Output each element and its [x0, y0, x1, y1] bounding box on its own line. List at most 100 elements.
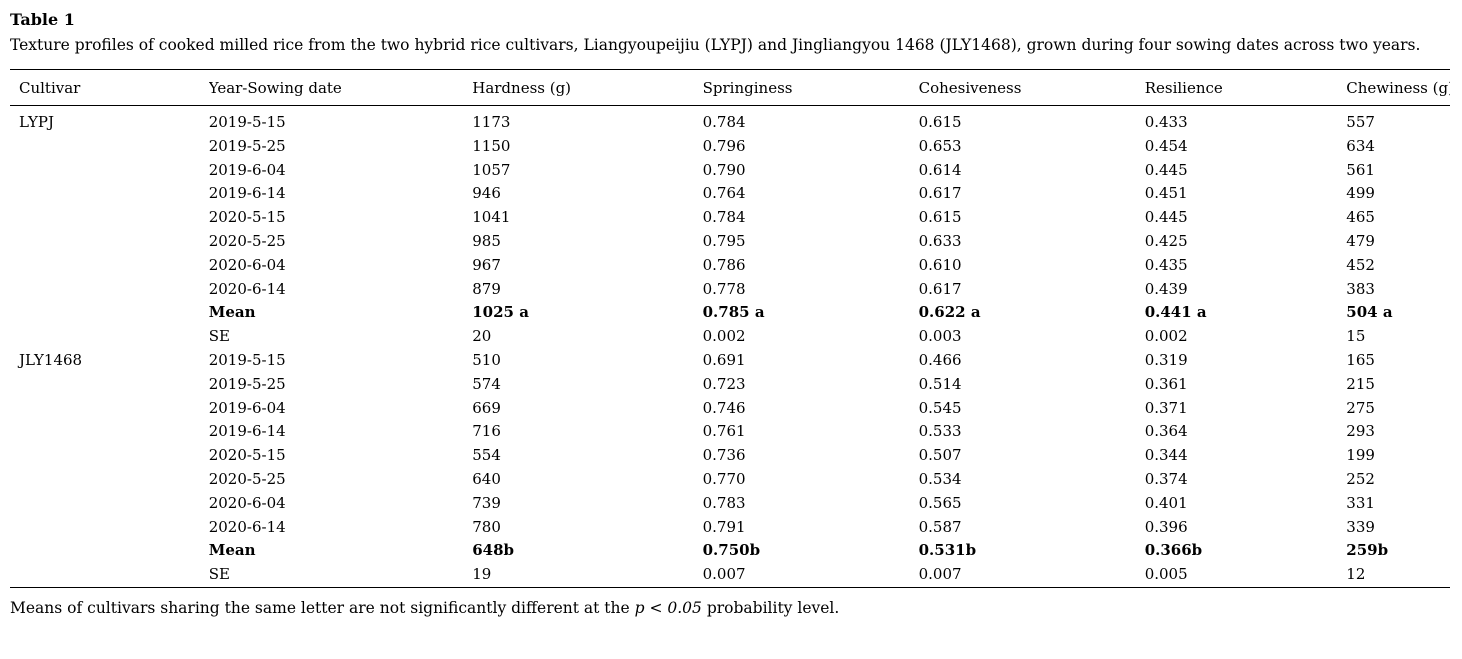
table-row: 2020-5-15 1041 0.784 0.615 0.445 465	[10, 206, 1450, 230]
table-cell: 554	[472, 446, 501, 465]
table-row: 2019-5-25 574 0.723 0.514 0.361 215	[10, 373, 1450, 397]
table-cell: 0.778	[702, 279, 746, 298]
table-cell: 2020-5-25	[208, 231, 286, 250]
table-cell	[10, 254, 209, 278]
table-cell: 985	[472, 231, 501, 250]
table-cell: 0.587	[918, 517, 962, 536]
table-cell: 0.565	[918, 493, 962, 512]
table-cell: 2020-5-15	[208, 208, 286, 227]
table-cell: 0.764	[702, 184, 746, 203]
table-cell: 1041	[472, 208, 511, 227]
table-cell: 293	[1346, 422, 1375, 441]
table-cell: 0.534	[918, 469, 962, 488]
table-cell: 452	[1346, 255, 1375, 274]
table-cell: 0.005	[1144, 565, 1188, 584]
footnote-text-pre: Means of cultivars sharing the same lett…	[10, 598, 635, 617]
table-cell	[10, 278, 209, 302]
table-cell	[10, 516, 209, 540]
table-cell: 2019-6-04	[208, 160, 286, 179]
table-cell: 510	[472, 350, 501, 369]
table-cell: Mean	[208, 541, 256, 560]
table-caption: Texture profiles of cooked milled rice f…	[10, 36, 1421, 54]
table-row: LYPJ 2019-5-15 1173 0.784 0.615 0.433 557	[10, 106, 1450, 135]
table-cell: 2019-5-25	[208, 374, 286, 393]
table-cell: 2020-5-25	[208, 469, 286, 488]
table-row: 2020-5-25 640 0.770 0.534 0.374 252	[10, 468, 1450, 492]
table-cell: 2020-5-15	[208, 446, 286, 465]
table-cell	[10, 135, 209, 159]
table-cell: 0.795	[702, 231, 746, 250]
table-row: 2019-6-04 1057 0.790 0.614 0.445 561	[10, 159, 1450, 183]
table-cell	[10, 230, 209, 254]
table-cell: 0.723	[702, 374, 746, 393]
table-cell: 0.785 a	[702, 303, 765, 322]
table-cell: 0.344	[1144, 446, 1188, 465]
table-row: 2019-6-14 716 0.761 0.533 0.364 293	[10, 420, 1450, 444]
table-cell: 12	[1346, 565, 1366, 584]
table-cell: 0.796	[702, 136, 746, 155]
table-cell: 383	[1346, 279, 1375, 298]
table-cell: 0.653	[918, 136, 962, 155]
table-cell: 165	[1346, 350, 1375, 369]
table-cell: 0.633	[918, 231, 962, 250]
table-row: 2019-6-14 946 0.764 0.617 0.451 499	[10, 182, 1450, 206]
table-cell: 716	[472, 422, 501, 441]
table-row: SE 20 0.002 0.003 0.002 15	[10, 325, 1450, 349]
table-cell: 0.371	[1144, 398, 1188, 417]
table-cell: 648b	[472, 541, 515, 560]
table-row: 2020-5-15 554 0.736 0.507 0.344 199	[10, 444, 1450, 468]
table-cell: 0.783	[702, 493, 746, 512]
table-cell: 967	[472, 255, 501, 274]
table-row: 2020-6-04 967 0.786 0.610 0.435 452	[10, 254, 1450, 278]
table-cell: 0.615	[918, 208, 962, 227]
table-cell: 2020-6-14	[208, 279, 286, 298]
table-cell: 0.784	[702, 113, 746, 131]
table-row: JLY1468 2019-5-15 510 0.691 0.466 0.319 165	[10, 349, 1450, 373]
table-cell: 0.007	[918, 565, 962, 584]
table-cell: 0.445	[1144, 160, 1188, 179]
table-cell: 199	[1346, 446, 1375, 465]
table-cell: 275	[1346, 398, 1375, 417]
table-cell: 0.425	[1144, 231, 1188, 250]
table-cell: 780	[472, 517, 501, 536]
table-cell: 0.736	[702, 446, 746, 465]
table-cell: 1025 a	[472, 303, 529, 322]
table-cell: 0.746	[702, 398, 746, 417]
table-cell: 0.002	[1144, 327, 1188, 346]
table-cell: 0.401	[1144, 493, 1188, 512]
footnote-p-value: p < 0.05	[634, 598, 702, 617]
table-cell: 2020-6-04	[208, 255, 286, 274]
table-cell: 2019-5-15	[208, 350, 286, 369]
column-header: Chewiness (g)	[1346, 69, 1450, 106]
table-cell: SE	[208, 565, 230, 584]
table-cell	[10, 159, 209, 183]
footnote-text-post: probability level.	[701, 598, 840, 617]
table-label: Table 1	[10, 10, 75, 29]
table-cell: 1173	[472, 113, 511, 131]
column-header: Springiness	[702, 69, 919, 106]
table-cell: 0.622 a	[918, 303, 981, 322]
table-cell: 2019-6-14	[208, 184, 286, 203]
table-cell: 0.610	[918, 255, 962, 274]
table-cell	[10, 492, 209, 516]
table-cell: 0.364	[1144, 422, 1188, 441]
table-cell: 0.617	[918, 184, 962, 203]
table-cell: 2019-5-25	[208, 136, 286, 155]
table-cell: 2019-6-04	[208, 398, 286, 417]
table-cell: 0.441 a	[1144, 303, 1207, 322]
table-cell: SE	[208, 327, 230, 346]
table-cell: 0.514	[918, 374, 962, 393]
table-cell: 0.614	[918, 160, 962, 179]
table-row: Mean 648b 0.750b 0.531b 0.366b 259b	[10, 539, 1450, 563]
table-cell: 640	[472, 469, 501, 488]
table-row: Mean 1025 a 0.785 a 0.622 a 0.441 a 504 a	[10, 301, 1450, 325]
table-cell: 499	[1346, 184, 1375, 203]
table-cell: 0.770	[702, 469, 746, 488]
table-cell: 0.617	[918, 279, 962, 298]
column-header: Year-Sowing date	[208, 69, 473, 106]
table-cell: 19	[472, 565, 492, 584]
table-cell: 669	[472, 398, 501, 417]
table-footnote: Means of cultivars sharing the same lett…	[10, 597, 1450, 619]
table-cell	[10, 397, 209, 421]
table-cell: 0.007	[702, 565, 746, 584]
